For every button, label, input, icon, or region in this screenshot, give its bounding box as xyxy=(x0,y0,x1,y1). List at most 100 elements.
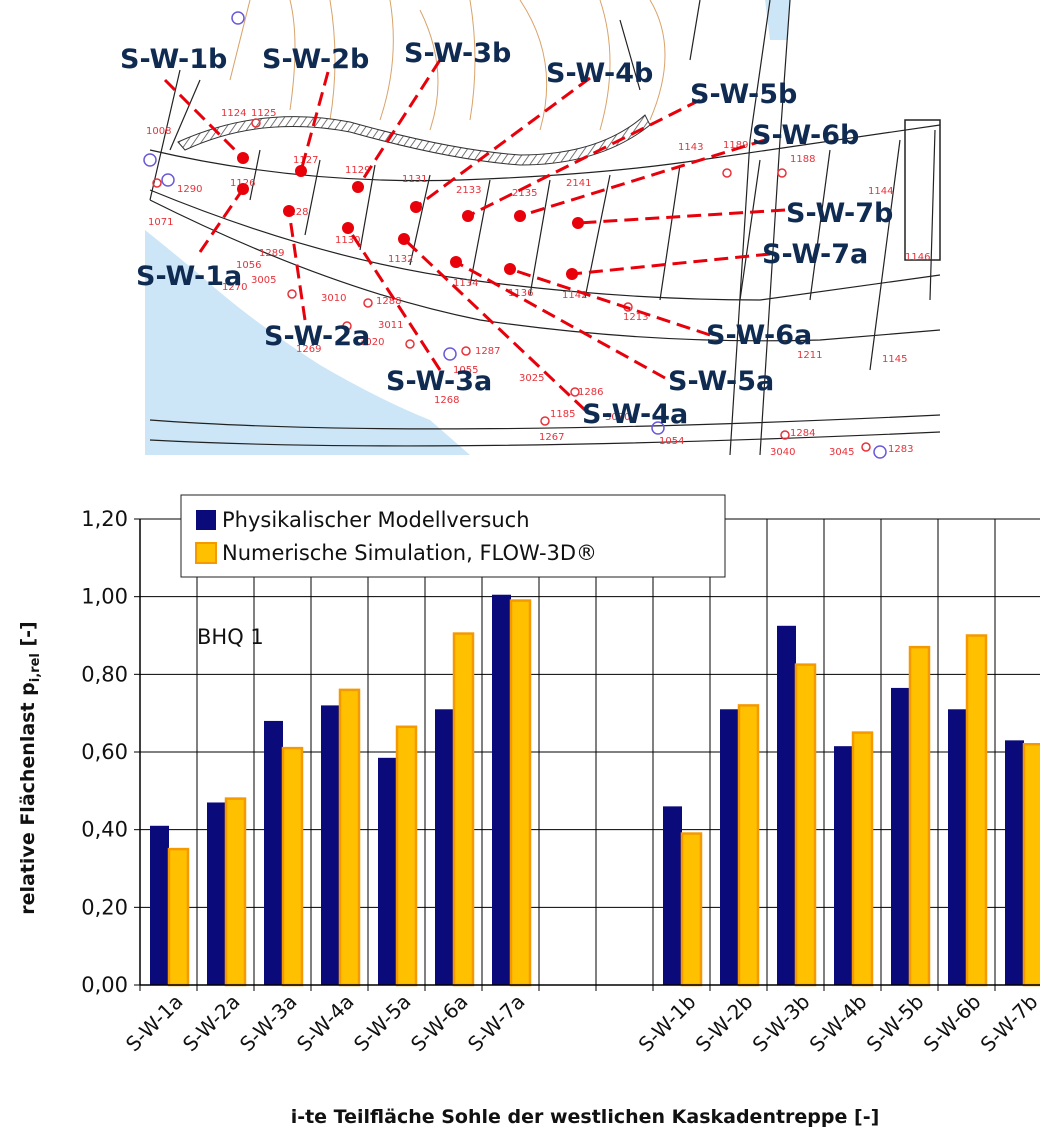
legend-label-model: Physikalischer Modellversuch xyxy=(222,508,530,532)
boundary-markers xyxy=(152,118,871,452)
cascade-wall xyxy=(177,114,651,166)
x-category-label: S-W-6b xyxy=(919,990,986,1057)
bar-simulation-s-w-5a xyxy=(395,725,418,987)
plot-number: 1143 xyxy=(678,142,703,153)
plot-number: 1288 xyxy=(376,296,401,307)
y-tick-label: 1,20 xyxy=(81,507,128,531)
marker-s-w-7a xyxy=(566,268,578,280)
plot-number: 1146 xyxy=(905,252,930,263)
bar-model-s-w-1b xyxy=(663,806,682,985)
map-label-s-w-7b: S-W-7b xyxy=(786,198,893,229)
bar-simulation-s-w-3a xyxy=(281,746,304,987)
legend-swatch-model xyxy=(196,510,216,530)
chart-axes xyxy=(134,518,1040,991)
marker-s-w-1a xyxy=(237,183,249,195)
bar-model-s-w-7b xyxy=(1005,740,1024,985)
plot-number: 1130 xyxy=(335,235,360,246)
plot-number: 3045 xyxy=(829,447,854,458)
x-category-label: S-W-1b xyxy=(634,990,701,1057)
leader-lines xyxy=(163,59,786,412)
plot-number: 1269 xyxy=(296,344,321,355)
x-category-label: S-W-7b xyxy=(976,990,1040,1057)
bar-model-s-w-4a xyxy=(321,705,340,985)
map-label-s-w-1b: S-W-1b xyxy=(120,44,227,75)
plot-number: 3040 xyxy=(770,447,795,458)
bar-model-s-w-4b xyxy=(834,746,853,985)
plot-number: 3030 xyxy=(605,412,630,423)
plot-number: 1287 xyxy=(475,346,500,357)
plot-number: 1127 xyxy=(293,155,318,166)
bar-model-s-w-2a xyxy=(207,802,226,985)
x-category-label: S-W-5a xyxy=(349,990,416,1057)
x-category-label: S-W-4b xyxy=(805,990,872,1057)
plot-number: 2133 xyxy=(456,185,481,196)
marker-s-w-6a xyxy=(504,263,516,275)
marker-s-w-6b xyxy=(514,210,526,222)
x-category-labels: S-W-1aS-W-2aS-W-3aS-W-4aS-W-5aS-W-6aS-W-… xyxy=(121,990,1040,1057)
bar-simulation-s-w-1a xyxy=(167,847,190,987)
map-label-s-w-5b: S-W-5b xyxy=(690,79,797,110)
building-right xyxy=(904,119,941,261)
y-tick-label: 0,20 xyxy=(81,895,128,919)
plot-number: 1267 xyxy=(539,432,564,443)
plot-number: 3005 xyxy=(251,275,276,286)
y-tick-label: 0,60 xyxy=(81,740,128,764)
plot-number: 3011 xyxy=(378,320,403,331)
plot-number: 1289 xyxy=(259,248,284,259)
x-category-label: S-W-4a xyxy=(292,990,359,1057)
chart-bars xyxy=(150,594,1040,987)
bar-model-s-w-6a xyxy=(435,709,454,985)
bar-simulation-s-w-6b xyxy=(965,634,988,987)
plot-number: 1189 xyxy=(723,140,748,151)
bar-model-s-w-5a xyxy=(378,757,397,985)
x-category-label: S-W-1a xyxy=(121,990,188,1057)
plot-number: 1008 xyxy=(146,126,171,137)
x-category-label: S-W-3b xyxy=(748,990,815,1057)
legend-swatch-simulation xyxy=(195,542,217,564)
bar-simulation-s-w-4b xyxy=(851,731,874,987)
plot-number: 3010 xyxy=(321,293,346,304)
marker-s-w-5b xyxy=(462,210,474,222)
plot-number: 1142 xyxy=(562,290,587,301)
bar-simulation-s-w-2b xyxy=(737,704,760,987)
y-tick-label: 1,00 xyxy=(81,585,128,609)
x-category-label: S-W-7a xyxy=(463,990,530,1057)
bar-simulation-s-w-7a xyxy=(509,599,532,987)
plot-number: 2135 xyxy=(512,188,537,199)
bar-simulation-s-w-3b xyxy=(794,663,817,987)
plot-number: 1185 xyxy=(550,409,575,420)
bar-simulation-s-w-6a xyxy=(452,632,475,987)
x-category-label: S-W-2b xyxy=(691,990,758,1057)
x-axis-title: i-te Teilfläche Sohle der westlichen Kas… xyxy=(291,1106,880,1128)
bar-simulation-s-w-7b xyxy=(1022,742,1040,987)
map-label-s-w-3a: S-W-3a xyxy=(386,366,492,397)
survey-points xyxy=(143,11,887,459)
bar-model-s-w-5b xyxy=(891,687,910,985)
bar-model-s-w-6b xyxy=(948,709,967,985)
map-label-s-w-6b: S-W-6b xyxy=(752,120,859,151)
y-tick-label: 0,40 xyxy=(81,818,128,842)
map-label-s-w-5a: S-W-5a xyxy=(668,366,774,397)
bar-simulation-s-w-1b xyxy=(680,832,703,987)
y-tick-labels: 0,00 0,20 0,40 0,60 0,80 1,00 1,20 xyxy=(81,507,128,997)
y-tick-label: 0,00 xyxy=(81,973,128,997)
plot-number: 1286 xyxy=(578,387,603,398)
stream-area xyxy=(765,0,790,40)
plot-number: 1268 xyxy=(434,395,459,406)
x-category-label: S-W-6a xyxy=(406,990,473,1057)
marker-s-w-3b xyxy=(352,181,364,193)
parcel-lines xyxy=(149,0,941,456)
bar-simulation-s-w-4a xyxy=(338,688,361,987)
plot-number: 1128 xyxy=(283,207,308,218)
river-area xyxy=(145,230,470,455)
marker-s-w-4a xyxy=(398,233,410,245)
marker-s-w-1b xyxy=(237,152,249,164)
bar-model-s-w-3a xyxy=(264,720,283,985)
marker-s-w-7b xyxy=(572,217,584,229)
legend: Physikalischer Modellversuch Numerische … xyxy=(180,494,726,578)
plot-number: 1134 xyxy=(453,278,478,289)
x-category-label: S-W-5b xyxy=(862,990,929,1057)
legend-label-simulation: Numerische Simulation, FLOW-3D® xyxy=(222,541,597,565)
site-map: 1124 1125 1127 1129 1131 2133 2135 2141 1143 1189… xyxy=(120,0,941,459)
map-label-s-w-2a: S-W-2a xyxy=(264,321,370,352)
